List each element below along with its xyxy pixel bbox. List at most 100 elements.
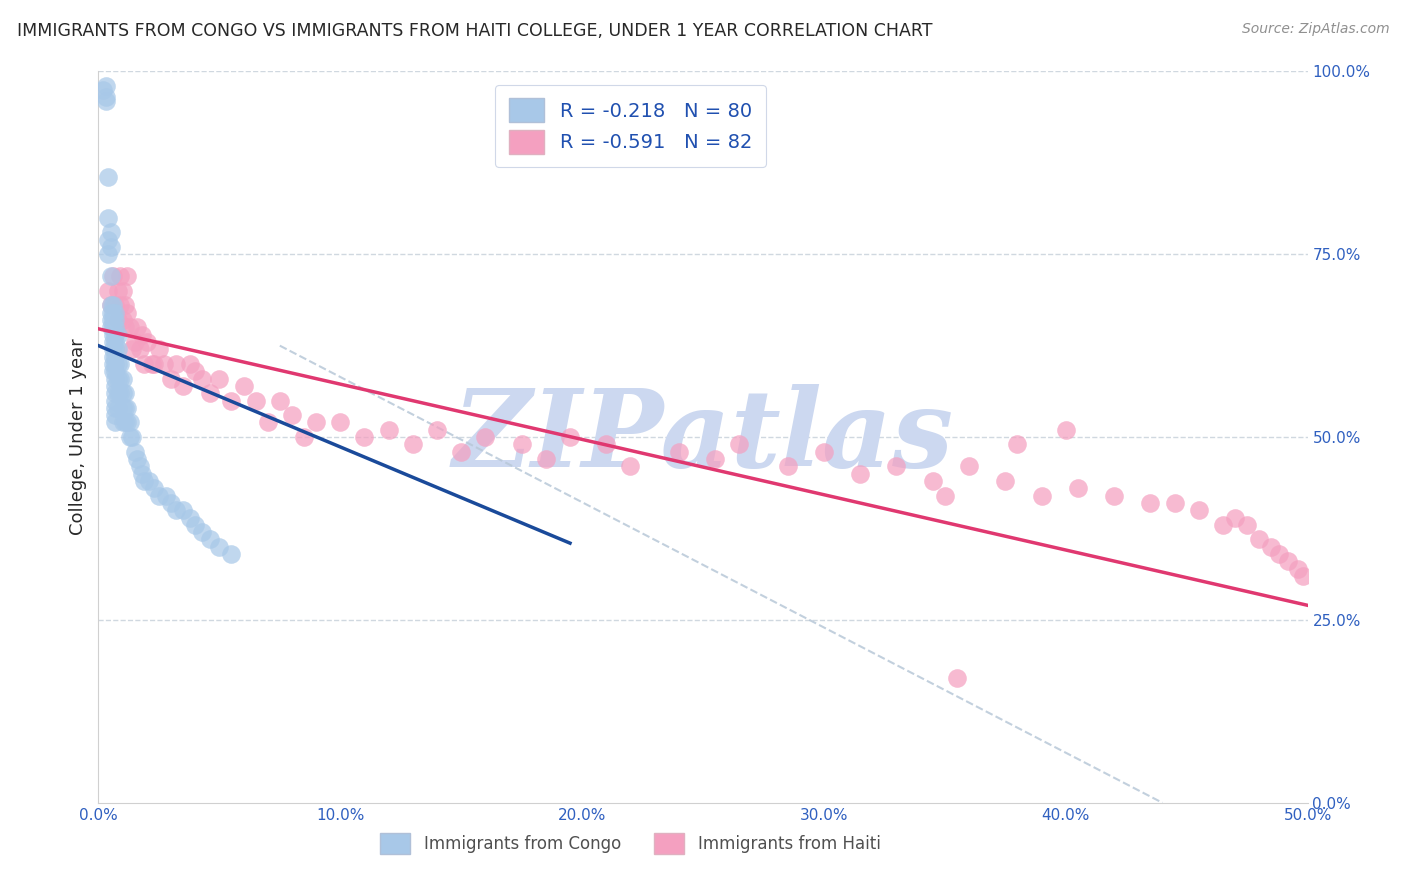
Point	[450, 444, 472, 458]
Point	[269, 393, 291, 408]
Point	[134, 357, 156, 371]
Point	[107, 371, 129, 385]
Point	[138, 474, 160, 488]
Point	[101, 350, 124, 364]
Point	[143, 481, 166, 495]
Point	[184, 517, 207, 532]
Point	[111, 401, 134, 415]
Point	[101, 357, 124, 371]
Point	[191, 525, 214, 540]
Point	[97, 233, 120, 247]
Point	[143, 357, 166, 371]
Point	[107, 386, 129, 401]
Point	[127, 452, 149, 467]
Point	[104, 379, 127, 393]
Y-axis label: College, Under 1 year: College, Under 1 year	[69, 339, 87, 535]
Point	[108, 386, 131, 401]
Point	[619, 459, 641, 474]
Point	[1163, 496, 1185, 510]
Point	[104, 334, 127, 349]
Point	[101, 364, 124, 378]
Point	[117, 401, 139, 415]
Point	[510, 437, 533, 451]
Point	[100, 240, 122, 254]
Point	[114, 401, 136, 415]
Point	[94, 78, 117, 93]
Point	[100, 313, 122, 327]
Point	[245, 393, 267, 408]
Point	[100, 269, 122, 284]
Point	[94, 90, 117, 104]
Point	[135, 334, 157, 349]
Text: Source: ZipAtlas.com: Source: ZipAtlas.com	[1241, 22, 1389, 37]
Point	[91, 83, 114, 97]
Point	[191, 371, 214, 385]
Point	[668, 444, 690, 458]
Point	[104, 327, 127, 342]
Point	[104, 371, 127, 385]
Point	[148, 489, 170, 503]
Point	[104, 408, 127, 422]
Point	[558, 430, 581, 444]
Point	[1260, 540, 1282, 554]
Point	[849, 467, 872, 481]
Point	[1102, 489, 1125, 503]
Point	[101, 343, 124, 357]
Point	[474, 430, 496, 444]
Point	[402, 437, 425, 451]
Point	[107, 401, 129, 415]
Point	[97, 170, 120, 185]
Point	[117, 306, 139, 320]
Point	[1212, 517, 1234, 532]
Point	[1223, 510, 1246, 524]
Point	[101, 306, 124, 320]
Point	[104, 364, 127, 378]
Legend: Immigrants from Congo, Immigrants from Haiti: Immigrants from Congo, Immigrants from H…	[374, 827, 887, 860]
Point	[221, 393, 243, 408]
Point	[118, 416, 141, 430]
Point	[198, 386, 221, 401]
Point	[1249, 533, 1271, 547]
Point	[329, 416, 352, 430]
Point	[957, 459, 980, 474]
Point	[100, 320, 122, 334]
Point	[111, 386, 134, 401]
Point	[101, 298, 124, 312]
Point	[97, 284, 120, 298]
Point	[131, 467, 153, 481]
Text: ZIPatlas: ZIPatlas	[453, 384, 953, 490]
Point	[208, 371, 231, 385]
Point	[104, 393, 127, 408]
Point	[97, 211, 120, 225]
Point	[946, 672, 969, 686]
Point	[104, 416, 127, 430]
Point	[118, 320, 141, 334]
Point	[100, 306, 122, 320]
Point	[595, 437, 617, 451]
Point	[101, 269, 124, 284]
Point	[1188, 503, 1211, 517]
Point	[152, 357, 174, 371]
Point	[118, 430, 141, 444]
Point	[776, 459, 799, 474]
Point	[1031, 489, 1053, 503]
Point	[179, 357, 201, 371]
Point	[155, 489, 177, 503]
Point	[1067, 481, 1090, 495]
Point	[104, 320, 127, 334]
Point	[305, 416, 328, 430]
Point	[111, 313, 134, 327]
Point	[886, 459, 908, 474]
Point	[100, 298, 122, 312]
Point	[232, 379, 254, 393]
Point	[104, 401, 127, 415]
Point	[111, 284, 134, 298]
Point	[1054, 423, 1077, 437]
Point	[921, 474, 943, 488]
Point	[101, 320, 124, 334]
Point	[128, 343, 150, 357]
Point	[221, 547, 243, 561]
Point	[101, 313, 124, 327]
Point	[107, 357, 129, 371]
Point	[934, 489, 956, 503]
